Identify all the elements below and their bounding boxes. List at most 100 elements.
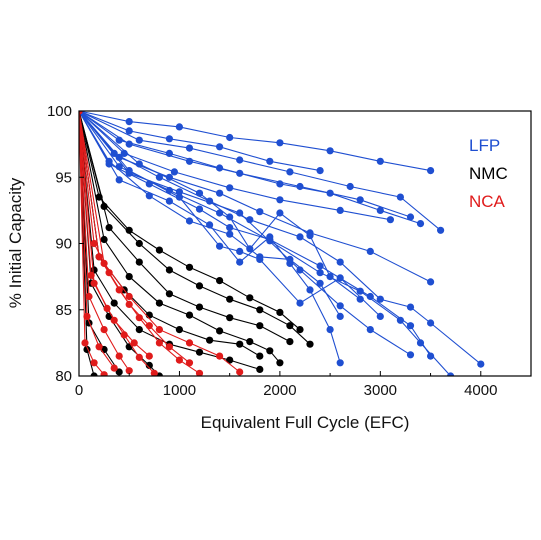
data-point-lfp-13-3 [145, 192, 153, 200]
data-point-nmc-5-5 [175, 326, 183, 334]
series-line-nmc-2 [79, 111, 311, 345]
data-point-nmc-3-3 [135, 258, 143, 266]
data-point-nmc-4-9 [276, 359, 284, 367]
data-point-lfp-9-7 [356, 287, 364, 295]
data-point-nca-1-5 [145, 322, 153, 330]
data-point-nca-3-4 [155, 326, 163, 334]
y-tick-label: 90 [55, 236, 72, 253]
series-nca [79, 111, 244, 376]
data-point-lfp-9-8 [396, 316, 404, 324]
data-point-lfp-12-2 [115, 176, 123, 184]
data-point-nca-2-6 [175, 356, 183, 364]
legend-label-lfp: LFP [469, 136, 500, 155]
data-point-lfp-8-9 [406, 322, 415, 330]
data-point-lfp-13-4 [185, 217, 194, 225]
data-point-lfp-14-8 [326, 273, 334, 281]
data-point-lfp-1-6 [326, 147, 334, 155]
data-point-nca-7-4 [100, 371, 108, 376]
data-point-nmc-2-7 [256, 306, 264, 314]
y-axis-label: % Initial Capacity [6, 177, 25, 308]
data-point-lfp-13-2 [105, 157, 113, 165]
y-tick-label: 80 [55, 368, 72, 385]
data-point-nca-6-4 [110, 364, 118, 372]
series-line-lfp-8 [79, 111, 432, 357]
data-point-lfp-15-2 [125, 167, 133, 175]
data-point-nmc-1-9 [296, 326, 304, 334]
data-point-nca-3-7 [236, 368, 244, 376]
data-point-nca-6-3 [95, 343, 103, 351]
data-point-nmc-8-4 [115, 368, 123, 376]
data-point-nmc-3-8 [286, 338, 294, 346]
data-point-lfp-7-5 [256, 208, 264, 216]
data-point-nmc-3-4 [165, 290, 173, 298]
data-point-lfp-8-4 [195, 205, 204, 213]
data-point-nmc-5-6 [206, 336, 214, 344]
data-point-nca-2-5 [155, 339, 163, 347]
data-point-lfp-14-2 [135, 160, 143, 168]
data-point-lfp-3-8 [437, 226, 445, 234]
data-point-lfp-12-10 [336, 359, 344, 367]
data-point-nca-2-4 [135, 314, 143, 322]
data-point-lfp-10-9 [406, 303, 415, 311]
data-point-nca-2-7 [195, 369, 204, 376]
data-point-lfp-1-2 [125, 118, 133, 126]
series-line-lfp-6 [79, 111, 391, 221]
data-point-nca-1-2 [90, 239, 98, 248]
data-point-nmc-1-3 [125, 226, 133, 234]
data-point-lfp-8-5 [226, 224, 234, 232]
data-point-lfp-4-8 [416, 220, 425, 228]
data-point-lfp-14-6 [276, 209, 284, 217]
y-tick-label: 95 [55, 169, 72, 186]
data-point-nca-4-5 [135, 353, 143, 361]
data-point-lfp-14-3 [195, 189, 204, 197]
data-point-lfp-10-6 [296, 233, 304, 241]
data-point-lfp-15-9 [376, 312, 384, 320]
series-line-lfp-11 [79, 111, 411, 356]
data-point-lfp-6-3 [170, 168, 178, 176]
data-point-nca-8-2 [90, 279, 98, 287]
data-point-lfp-11-4 [236, 209, 244, 217]
data-point-nca-5-2 [85, 292, 93, 301]
data-point-lfp-3-6 [346, 182, 354, 191]
data-point-nca-3-2 [100, 259, 108, 267]
data-point-nca-1-6 [165, 343, 173, 351]
data-point-lfp-5-4 [236, 169, 244, 177]
data-point-nca-7-2 [81, 339, 89, 347]
data-point-nca-5-4 [115, 352, 123, 360]
series-layer [79, 111, 485, 376]
data-point-lfp-5-2 [125, 140, 133, 148]
series-line-lfp-1 [79, 111, 431, 172]
data-point-lfp-10-11 [477, 360, 485, 368]
data-point-lfp-6-5 [276, 196, 284, 204]
data-point-nmc-4-2 [100, 235, 108, 244]
data-point-nmc-3-6 [226, 314, 234, 322]
data-point-nmc-4-7 [246, 338, 254, 346]
data-point-nmc-9-3 [90, 372, 98, 376]
data-point-lfp-7-7 [366, 247, 374, 255]
data-point-nmc-6-8 [256, 365, 264, 373]
data-point-lfp-2-4 [216, 143, 224, 151]
data-point-lfp-1-5 [276, 139, 284, 147]
data-point-nmc-2-9 [306, 340, 314, 348]
legend-label-nmc: NMC [469, 164, 508, 183]
data-point-lfp-5-6 [356, 196, 364, 204]
data-point-lfp-8-8 [366, 292, 374, 301]
data-point-lfp-3-2 [135, 136, 143, 144]
data-point-lfp-3-3 [185, 144, 194, 152]
data-point-nmc-3-7 [256, 322, 264, 330]
data-point-lfp-15-5 [236, 247, 244, 255]
x-tick-label: 4000 [464, 382, 497, 399]
data-point-lfp-3-4 [236, 156, 244, 164]
data-point-lfp-2-6 [316, 167, 324, 175]
data-point-lfp-15-3 [175, 193, 183, 201]
data-point-lfp-12-9 [326, 326, 334, 334]
data-point-lfp-13-9 [336, 312, 344, 320]
data-point-lfp-11-6 [336, 302, 344, 310]
data-point-nmc-2-4 [165, 266, 173, 274]
data-point-nmc-4-4 [155, 299, 163, 307]
data-point-lfp-3-7 [396, 193, 404, 201]
data-point-nca-3-6 [216, 352, 224, 360]
x-tick-label: 0 [75, 382, 83, 399]
legend-label-nca: NCA [469, 192, 506, 211]
data-point-nmc-1-6 [216, 277, 224, 285]
